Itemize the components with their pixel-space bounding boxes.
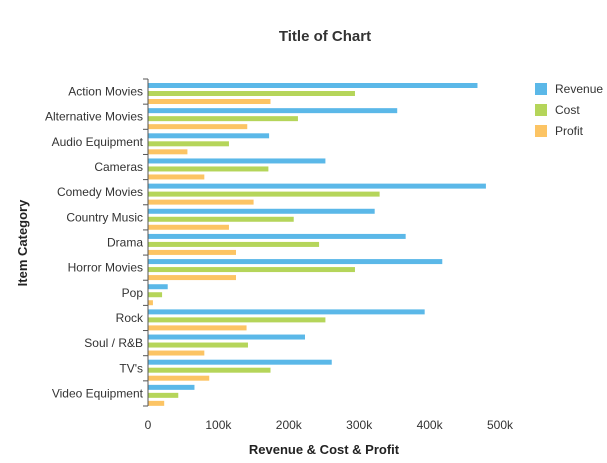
legend-label-cost: Cost bbox=[555, 103, 580, 117]
bar-cost-3 bbox=[148, 166, 269, 172]
y-tick-label: Horror Movies bbox=[68, 261, 143, 275]
y-tick-label: Country Music bbox=[66, 210, 143, 224]
y-tick-label: Video Equipment bbox=[52, 386, 144, 400]
y-tick-label: Rock bbox=[116, 311, 144, 325]
bar-cost-11 bbox=[148, 367, 271, 373]
bar-cost-6 bbox=[148, 241, 320, 247]
y-tick-label: Comedy Movies bbox=[57, 185, 143, 199]
y-tick-label: Pop bbox=[122, 286, 144, 300]
y-tick-label: Audio Equipment bbox=[52, 135, 144, 149]
bar-revenue-0 bbox=[148, 83, 478, 88]
bar-cost-9 bbox=[148, 317, 326, 323]
bar-profit-9 bbox=[148, 325, 247, 331]
bar-revenue-3 bbox=[148, 158, 326, 164]
bar-cost-2 bbox=[148, 141, 229, 147]
y-tick-label: Soul / R&B bbox=[84, 336, 143, 350]
y-tick-label: TV's bbox=[119, 361, 143, 375]
bar-profit-0 bbox=[148, 99, 271, 104]
bar-cost-5 bbox=[148, 216, 294, 222]
bar-cost-7 bbox=[148, 267, 355, 273]
y-tick-label: Cameras bbox=[94, 160, 143, 174]
legend: Revenue Cost Profit bbox=[535, 82, 603, 138]
legend-swatch-cost bbox=[535, 104, 547, 116]
bars-layer bbox=[148, 83, 486, 406]
bar-profit-1 bbox=[148, 124, 248, 130]
bar-cost-4 bbox=[148, 191, 380, 197]
x-tick-label: 0 bbox=[145, 418, 152, 432]
bar-cost-12 bbox=[148, 392, 179, 398]
bar-profit-10 bbox=[148, 350, 205, 356]
y-tick-label: Alternative Movies bbox=[45, 110, 143, 124]
chart-title: Title of Chart bbox=[279, 28, 371, 45]
legend-swatch-revenue bbox=[535, 83, 547, 95]
x-tick-label: 200k bbox=[276, 418, 303, 432]
bar-cost-1 bbox=[148, 116, 298, 122]
bar-cost-8 bbox=[148, 292, 163, 298]
bar-revenue-1 bbox=[148, 108, 398, 114]
x-tick-label: 500k bbox=[487, 418, 514, 432]
bar-revenue-2 bbox=[148, 133, 270, 139]
x-axis-title: Revenue & Cost & Profit bbox=[249, 442, 400, 457]
y-tick-label: Action Movies bbox=[68, 85, 143, 99]
bar-profit-3 bbox=[148, 174, 205, 180]
bar-profit-6 bbox=[148, 249, 236, 255]
x-tick-label: 100k bbox=[205, 418, 232, 432]
x-tick-label: 400k bbox=[417, 418, 444, 432]
bar-profit-5 bbox=[148, 224, 229, 230]
bar-profit-8 bbox=[148, 300, 153, 306]
bar-revenue-12 bbox=[148, 384, 195, 390]
bar-profit-4 bbox=[148, 199, 254, 205]
bar-cost-10 bbox=[148, 342, 248, 348]
bar-revenue-9 bbox=[148, 309, 425, 315]
bar-revenue-11 bbox=[148, 359, 332, 365]
bar-revenue-4 bbox=[148, 183, 486, 189]
bar-profit-12 bbox=[148, 400, 165, 406]
bar-revenue-6 bbox=[148, 233, 406, 239]
bar-cost-0 bbox=[148, 91, 355, 96]
x-tick-label: 300k bbox=[346, 418, 373, 432]
bar-profit-2 bbox=[148, 149, 188, 155]
legend-label-revenue: Revenue bbox=[555, 82, 603, 96]
bar-revenue-10 bbox=[148, 334, 305, 340]
legend-label-profit: Profit bbox=[555, 124, 584, 138]
bar-revenue-5 bbox=[148, 208, 375, 214]
y-axis-title: Item Category bbox=[15, 199, 30, 286]
bar-profit-7 bbox=[148, 275, 236, 281]
axes-layer: Action Movies Alternative Movies Audio Equ… bbox=[45, 78, 514, 432]
y-tick-label: Drama bbox=[107, 236, 143, 250]
legend-swatch-profit bbox=[535, 125, 547, 137]
bar-profit-11 bbox=[148, 375, 210, 381]
bar-revenue-8 bbox=[148, 284, 168, 290]
bar-revenue-7 bbox=[148, 259, 443, 265]
